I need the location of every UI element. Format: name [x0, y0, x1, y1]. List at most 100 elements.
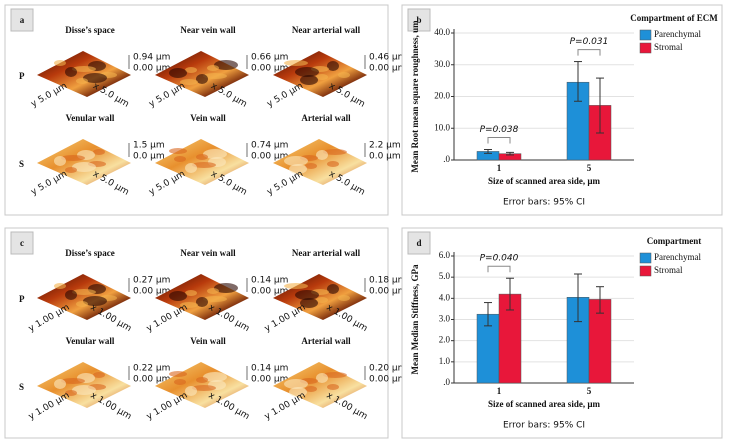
z-min-label: 0.00 µm [133, 375, 170, 385]
panel-label: c [20, 238, 24, 248]
z-min-label: 0.00 µm [251, 375, 288, 385]
error-bar [484, 302, 492, 327]
z-max-label: 1.5 µm [133, 141, 165, 151]
surface-feature [323, 149, 347, 155]
row-label: P [19, 294, 25, 304]
y-tick-label: .0 [443, 154, 450, 164]
afm-surface [37, 51, 131, 97]
error-bar [596, 286, 604, 314]
surface-feature [169, 68, 187, 78]
surface-feature [61, 378, 85, 384]
surface-feature [203, 73, 227, 79]
z-max-label: 0.18 µm [369, 276, 406, 286]
surface-feature [203, 149, 227, 159]
surface-feature [65, 67, 77, 77]
z-max-label: 0.66 µm [251, 53, 288, 63]
legend-title: Compartment of ECM [630, 13, 718, 23]
panel-frame [401, 227, 723, 439]
z-max-label: 2.2 µm [369, 141, 401, 151]
row-label: S [19, 382, 24, 392]
surface-feature [196, 74, 208, 84]
error-bar [484, 149, 492, 154]
z-min-label: 0.00 µm [369, 375, 406, 385]
afm-surface [273, 139, 367, 185]
surface-feature [93, 149, 105, 155]
y-tick-label: .0 [443, 377, 450, 387]
row-label: S [19, 159, 24, 169]
z-min-label: 0.00 µm [133, 64, 170, 74]
image-title: Arterial wall [301, 113, 351, 123]
surface-feature [93, 372, 105, 378]
y-tick-label: 20.0 [434, 91, 450, 101]
panel-label: b [416, 15, 421, 25]
image-title: Near arterial wall [292, 25, 361, 35]
legend-swatch [639, 252, 652, 264]
z-max-label: 0.20 µm [369, 364, 406, 374]
surface-feature [169, 148, 187, 154]
afm-surface [155, 362, 249, 408]
surface-feature [327, 61, 339, 71]
surface-feature [169, 291, 187, 301]
image-title: Venular wall [66, 336, 115, 346]
afm-surface [273, 362, 367, 408]
surface-base [273, 362, 367, 408]
image-title: Near arterial wall [292, 248, 361, 258]
panel-label-box [10, 231, 34, 255]
significance-bracket [487, 265, 511, 273]
afm-surface [273, 51, 367, 97]
surface-feature [289, 164, 307, 174]
surface-feature [214, 60, 238, 70]
surface-feature [284, 283, 308, 289]
y-tick-label: 1.0 [439, 356, 451, 366]
surface-feature [207, 288, 219, 294]
surface-feature [327, 161, 339, 167]
surface-feature [305, 386, 317, 392]
z-max-label: 0.27 µm [133, 276, 170, 286]
error-bar [506, 277, 514, 311]
surface-base [155, 139, 249, 185]
y-tick-label: 10.0 [434, 122, 450, 132]
image-title: Near vein wall [180, 25, 236, 35]
legend-label: Stromal [654, 42, 683, 52]
surface-feature [72, 289, 96, 295]
x-axis-title: Size of scanned area side, µm [488, 176, 601, 186]
z-max-label: 0.94 µm [133, 53, 170, 63]
surface-feature [54, 379, 66, 389]
afm-surface [37, 139, 131, 185]
afm-surface [155, 51, 249, 97]
surface-feature [174, 156, 186, 162]
legend-swatch [639, 42, 652, 54]
z-min-label: 0.00 µm [369, 287, 406, 297]
z-min-label: 0.00 µm [251, 152, 288, 162]
z-max-label: 0.14 µm [251, 276, 288, 286]
surface-feature [323, 372, 347, 378]
legend-label: Parenchymal [654, 252, 701, 262]
panel-label-box [10, 8, 34, 32]
surface-feature [316, 297, 328, 303]
afm-surface [273, 274, 367, 320]
legend-title: Compartment [647, 236, 702, 246]
panel-frame [4, 4, 389, 216]
legend-swatch [639, 29, 652, 41]
y-tick-label: 5.0 [439, 271, 451, 281]
surface-feature [196, 154, 208, 160]
z-max-label: 0.46 µm [369, 53, 406, 63]
z-min-label: 0.00 µm [369, 64, 406, 74]
y-tick-label: 30.0 [434, 59, 450, 69]
panel-label: d [416, 238, 421, 248]
panel-label: a [20, 15, 25, 25]
y-tick-label: 4.0 [439, 292, 451, 302]
row-label: P [19, 71, 25, 81]
z-min-label: 0.0 µm [369, 152, 401, 162]
surface-feature [54, 283, 66, 289]
surface-feature [72, 66, 96, 72]
surface-feature [185, 67, 197, 73]
surface-feature [65, 290, 77, 300]
p-value: P=0.031 [570, 37, 609, 47]
surface-feature [284, 379, 308, 389]
surface-feature [180, 79, 198, 85]
surface-feature [83, 73, 107, 83]
panel-frame [4, 227, 389, 439]
x-tick-label: 1 [497, 163, 502, 173]
